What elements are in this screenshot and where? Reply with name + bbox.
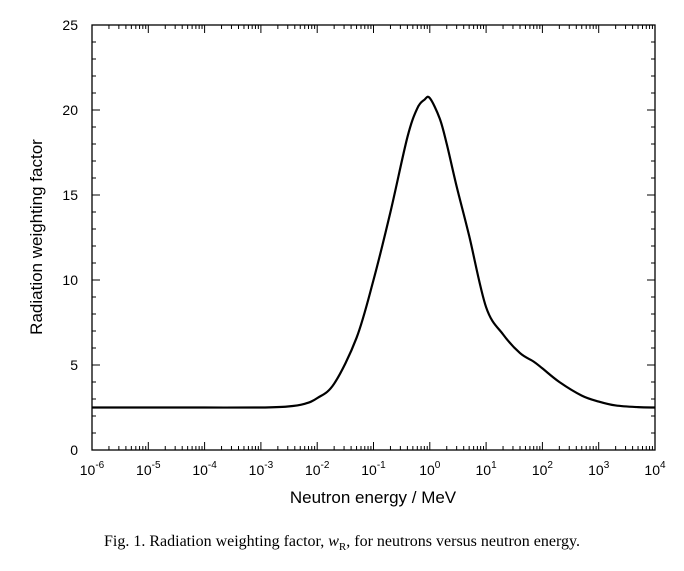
x-tick-label: 103 [588, 460, 610, 478]
x-tick-label: 104 [644, 460, 666, 478]
x-tick-label: 10-5 [136, 460, 161, 478]
x-tick-label: 101 [476, 460, 498, 478]
plot-frame [91, 24, 656, 451]
y-tick-label: 15 [62, 187, 78, 203]
x-tick-label: 10-1 [361, 460, 386, 478]
x-tick-label: 10-3 [249, 460, 274, 478]
x-tick-label: 102 [532, 460, 554, 478]
tick-labels: 10-6 10-5 10-4 10-3 10-2 10-1 100 101 102 103 104 0… [62, 17, 666, 478]
caption-symbol: w [328, 533, 339, 550]
x-axis-title: Neutron energy / MeV [290, 488, 457, 507]
ticks [91, 24, 656, 451]
x-tick-label: 100 [419, 460, 441, 478]
y-tick-label: 20 [62, 102, 78, 118]
x-tick-label: 10-2 [305, 460, 330, 478]
caption-suffix: , for neutrons versus neutron energy. [346, 533, 580, 550]
y-tick-label: 0 [70, 442, 78, 458]
chart: 10-6 10-5 10-4 10-3 10-2 10-1 100 101 102 103 104 0… [27, 17, 666, 507]
y-tick-label: 10 [62, 272, 78, 288]
y-tick-label: 5 [70, 357, 78, 373]
y-axis-title: Radiation weighting factor [27, 139, 46, 335]
caption-prefix: Fig. 1. Radiation weighting factor, [104, 533, 329, 550]
x-tick-label: 10-4 [192, 460, 217, 478]
weighting-factor-curve [92, 95, 656, 409]
y-tick-label: 25 [62, 17, 78, 33]
x-tick-label: 10-6 [80, 460, 105, 478]
caption-subscript: R [338, 541, 347, 554]
figure-caption: Fig. 1. Radiation weighting factor, wR, … [0, 533, 684, 553]
